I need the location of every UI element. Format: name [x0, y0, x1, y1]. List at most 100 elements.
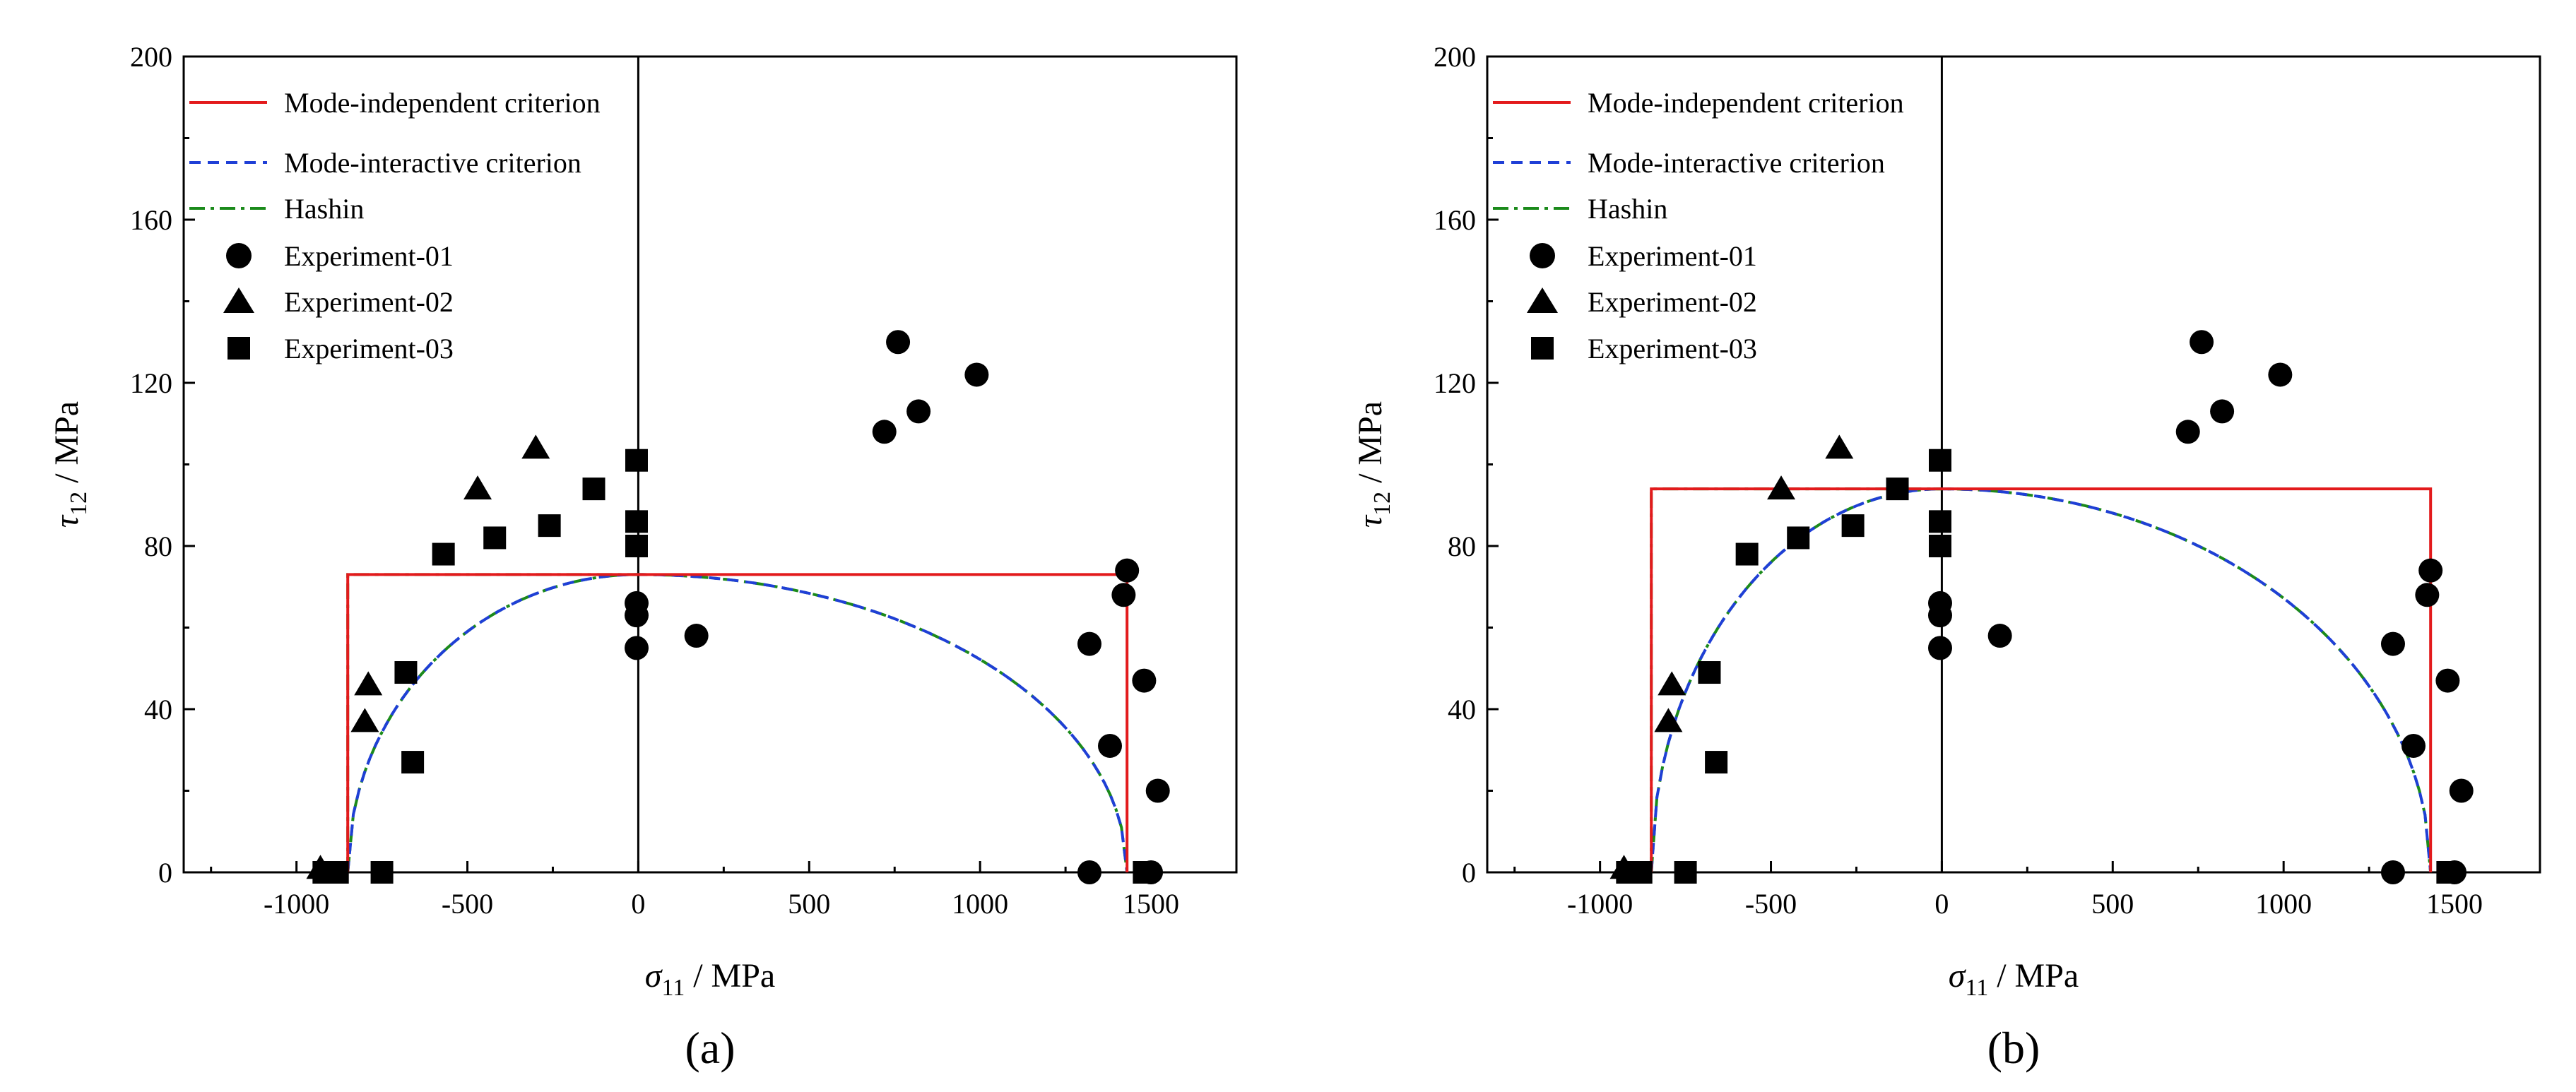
legend-experiment-01-swatch	[1530, 243, 1555, 268]
experiment-01-point	[1077, 631, 1101, 656]
experiment-03-point	[401, 751, 425, 774]
legend-experiment-03-swatch	[1531, 337, 1554, 360]
y-tick-label: 40	[144, 694, 172, 725]
experiment-03-point	[2436, 861, 2459, 884]
legend-mode-independent: Mode-independent criterion	[1493, 87, 1904, 119]
y-tick-label: 200	[130, 41, 172, 73]
experiment-01-point	[2449, 778, 2474, 803]
experiment-01-point	[2210, 399, 2235, 424]
criteria-curves	[346, 573, 1129, 872]
experiment-03-point	[370, 861, 394, 884]
legend-mode-interactive: Mode-interactive criterion	[1493, 147, 1885, 179]
x-tick-label: 0	[1934, 888, 1949, 920]
experiment-03-point	[625, 449, 648, 472]
experiment-02-point	[521, 434, 550, 459]
x-tick-label: 500	[788, 888, 830, 920]
experiment-03-point	[1698, 661, 1721, 684]
hashin-curve	[346, 573, 1129, 872]
y-tick-label: 0	[1462, 857, 1476, 889]
experiment-03-point	[1928, 449, 1951, 472]
y-axis-subscript: 12	[66, 492, 92, 516]
experiment-01-point	[2380, 860, 2405, 884]
mode-independent-curve	[346, 573, 1129, 872]
experiment-01-point	[1987, 624, 2012, 648]
experiment-01-point	[624, 590, 649, 615]
experiment-03-point	[1886, 477, 1909, 501]
legend-mode-independent: Mode-independent criterion	[189, 87, 601, 119]
x-tick-label: 500	[2091, 888, 2134, 920]
legend-experiment-02-label: Experiment-02	[284, 286, 454, 318]
x-axis-unit: / MPa	[1988, 957, 2079, 995]
y-axis-title: τ12 / MPa	[48, 401, 92, 528]
data-points	[1609, 330, 2474, 884]
experiment-02-point	[350, 708, 379, 732]
experiment-01-point	[2380, 631, 2405, 656]
legend-experiment-02-swatch	[1527, 287, 1558, 313]
experiment-01-point	[1098, 733, 1123, 758]
y-axis-unit: / MPa	[48, 401, 85, 492]
legend-hashin: Hashin	[1493, 193, 1667, 225]
experiment-03-point	[1674, 861, 1697, 884]
y-tick-label: 80	[144, 530, 172, 562]
legend-experiment-03: Experiment-03	[228, 333, 454, 364]
experiment-03-point	[582, 477, 605, 501]
legend-experiment-01-label: Experiment-01	[1588, 240, 1757, 272]
experiment-01-point	[2268, 362, 2293, 387]
legend-experiment-01-swatch	[226, 243, 252, 268]
y-tick-label: 0	[158, 857, 172, 889]
data-points	[306, 330, 1170, 884]
experiment-01-point	[2175, 420, 2200, 444]
experiment-01-point	[2418, 558, 2443, 583]
experiment-03-point	[1629, 861, 1653, 884]
legend-mode-interactive-label: Mode-interactive criterion	[284, 147, 581, 179]
plot-frame	[1486, 55, 2541, 874]
experiment-02-point	[1654, 708, 1683, 732]
y-tick-label: 80	[1448, 530, 1476, 562]
x-axis-subscript: 11	[661, 975, 685, 1001]
experiment-03-point	[625, 535, 648, 557]
legend-experiment-02: Experiment-02	[1527, 286, 1757, 318]
y-axis-unit: / MPa	[1352, 401, 1389, 492]
experiment-01-point	[2401, 733, 2426, 758]
experiment-01-point	[1145, 778, 1170, 803]
experiment-03-point	[1787, 526, 1810, 550]
legend-experiment-02-swatch	[223, 287, 254, 313]
experiment-03-point	[483, 526, 507, 550]
experiment-03-point	[1928, 535, 1951, 557]
y-axis-symbol: τ	[1352, 514, 1389, 528]
legend: Mode-independent criterion Mode-interacti…	[189, 87, 601, 364]
legend-hashin-label: Hashin	[1588, 193, 1667, 225]
legend-experiment-03-swatch	[228, 337, 250, 360]
y-tick-label: 160	[1434, 204, 1476, 236]
experiment-03-point	[1841, 514, 1865, 538]
legend-mode-independent-label: Mode-independent criterion	[1588, 87, 1904, 119]
mode-interactive-curve	[346, 573, 1129, 872]
legend-experiment-03-label: Experiment-03	[284, 333, 454, 364]
y-tick-label: 120	[1434, 367, 1476, 399]
x-tick-label: 0	[631, 888, 645, 920]
experiment-01-point	[624, 636, 649, 660]
experiment-02-point	[463, 475, 492, 500]
experiment-03-point	[1735, 542, 1759, 566]
y-tick-label: 200	[1434, 41, 1476, 73]
criteria-curves	[1650, 487, 2433, 872]
y-tick-label: 160	[130, 204, 172, 236]
experiment-01-point	[2190, 330, 2214, 355]
experiment-03-point	[1133, 861, 1156, 884]
legend: Mode-independent criterion Mode-interacti…	[1493, 87, 1904, 364]
legend-hashin-label: Hashin	[284, 193, 364, 225]
mode-independent-curve	[1650, 487, 2433, 872]
experiment-01-point	[2415, 583, 2440, 607]
experiment-01-point	[886, 330, 911, 355]
x-tick-label: -500	[442, 888, 493, 920]
legend-experiment-01: Experiment-01	[226, 240, 454, 272]
experiment-01-point	[1115, 558, 1140, 583]
experiment-01-point	[906, 399, 931, 424]
y-axis-symbol: τ	[48, 514, 85, 528]
experiment-02-point	[1825, 434, 1854, 459]
hashin-box-segment	[346, 573, 639, 872]
experiment-01-point	[1077, 860, 1101, 884]
legend-mode-interactive-label: Mode-interactive criterion	[1588, 147, 1885, 179]
legend-mode-independent-label: Mode-independent criterion	[284, 87, 601, 119]
